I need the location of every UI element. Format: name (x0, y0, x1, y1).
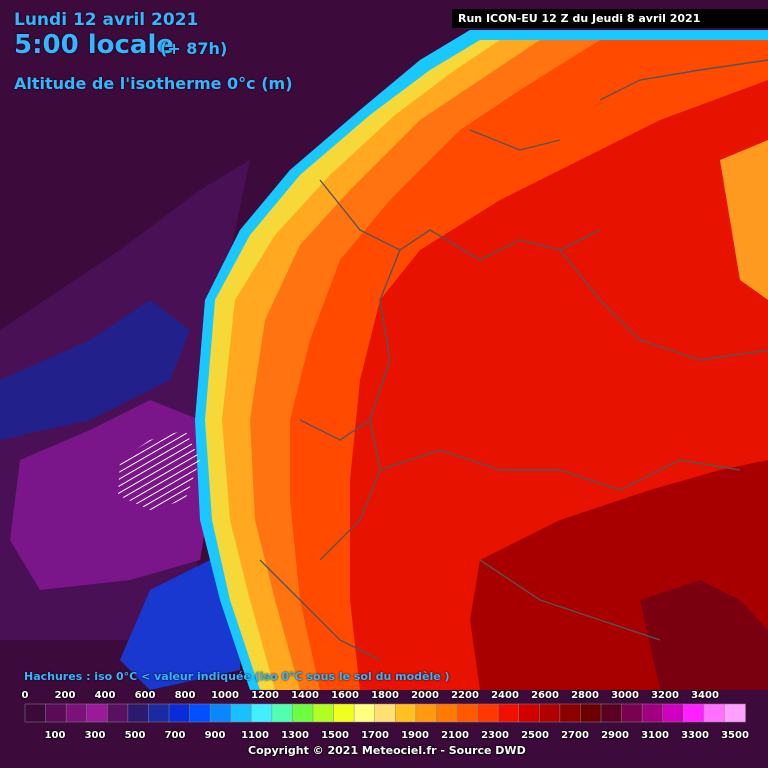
legend-bottom-tick: 2900 (601, 730, 629, 741)
legend-swatch (127, 703, 150, 723)
legend-top-tick: 1400 (291, 690, 319, 701)
legend-swatch (107, 703, 129, 723)
legend-bottom-tick: 1900 (401, 730, 429, 741)
legend-bottom-tick: 900 (204, 730, 226, 741)
legend-top-tick: 2800 (571, 690, 599, 701)
copyright-note: Copyright © 2021 Meteociel.fr - Source D… (248, 744, 526, 757)
legend-top-tick: 1000 (211, 690, 239, 701)
country-borders (259, 59, 768, 661)
legend-swatch (230, 703, 253, 723)
legend-top-tick: 1800 (371, 690, 399, 701)
field-orange-ne (720, 140, 768, 300)
legend-swatch (724, 703, 746, 723)
legend-bottom-tick: 1500 (321, 730, 349, 741)
legend-bottom-tick: 2300 (481, 730, 509, 741)
model-run-label: Run ICON-EU 12 Z du Jeudi 8 avril 2021 (452, 9, 768, 28)
legend-swatch (271, 703, 294, 723)
legend-bottom-tick: 3100 (641, 730, 669, 741)
legend-top-tick: 3200 (651, 690, 679, 701)
legend-bottom-tick: 3300 (681, 730, 709, 741)
legend-top-tick: 1600 (331, 690, 359, 701)
legend-swatch (436, 703, 458, 723)
legend-top-tick: 3400 (691, 690, 719, 701)
legend-swatch (539, 703, 561, 723)
legend-color-bar (24, 703, 746, 723)
legend-top-tick: 3000 (611, 690, 639, 701)
legend-swatch (292, 703, 314, 723)
forecast-time: 5:00 locale (14, 30, 174, 60)
legend-top-tick: 600 (134, 690, 156, 701)
legend-swatch (312, 703, 335, 723)
legend-swatch (600, 703, 623, 723)
legend-swatch (641, 703, 664, 723)
legend-bottom-tick: 500 (124, 730, 146, 741)
legend-swatch (559, 703, 582, 723)
legend-bottom-tick: 1100 (241, 730, 269, 741)
legend-bottom-tick: 3500 (721, 730, 749, 741)
legend-swatch (24, 703, 47, 723)
legend-swatch (580, 703, 602, 723)
legend-swatch (662, 703, 685, 723)
legend-swatch (148, 703, 170, 723)
legend-swatch (395, 703, 417, 723)
forecast-date: Lundi 12 avril 2021 (14, 10, 199, 30)
hatch-area (118, 430, 200, 510)
parameter-title: Altitude de l'isotherme 0°c (m) (14, 74, 293, 93)
legend-swatch (621, 703, 643, 723)
legend-swatch (333, 703, 355, 723)
legend-swatch (65, 703, 88, 723)
legend-top-tick: 0 (21, 690, 29, 701)
legend-top-tick: 400 (94, 690, 116, 701)
legend-bottom-tick: 1300 (281, 730, 309, 741)
hatch-note: Hachures : iso 0°C < valeur indiquée (is… (24, 670, 450, 683)
legend-top-tick: 2400 (491, 690, 519, 701)
legend-top-tick: 2000 (411, 690, 439, 701)
legend-swatch (456, 703, 479, 723)
legend-top-tick: 800 (174, 690, 196, 701)
legend-bottom-tick: 1700 (361, 730, 389, 741)
legend-swatch (374, 703, 397, 723)
field-maroon (640, 580, 768, 690)
legend-top-tick: 2600 (531, 690, 559, 701)
legend-swatch (683, 703, 705, 723)
legend-swatch (518, 703, 541, 723)
field-blue (120, 560, 240, 690)
legend-swatch (45, 703, 67, 723)
legend-swatch (189, 703, 211, 723)
legend-swatch (168, 703, 191, 723)
legend-top-tick: 2200 (451, 690, 479, 701)
legend-swatch (86, 703, 109, 723)
legend-swatch (209, 703, 232, 723)
legend-bottom-tick: 2500 (521, 730, 549, 741)
legend-bottom-tick: 2700 (561, 730, 589, 741)
legend-swatch (353, 703, 376, 723)
legend-bottom-tick: 2100 (441, 730, 469, 741)
legend-top-tick: 200 (54, 690, 76, 701)
legend-top-tick: 1200 (251, 690, 279, 701)
legend-swatch (497, 703, 520, 723)
forecast-offset: (+ 87h) (160, 39, 228, 58)
legend-bottom-tick: 100 (44, 730, 66, 741)
legend-bottom-tick: 700 (164, 730, 186, 741)
color-legend: 0 200 400 600 800 1000 1200 1400 1600 1800 2000 220… (0, 688, 768, 768)
legend-swatch (251, 703, 273, 723)
legend-swatch (415, 703, 438, 723)
legend-swatch (477, 703, 499, 723)
legend-bottom-tick: 300 (84, 730, 106, 741)
field-blue-dark (0, 300, 190, 440)
legend-swatch (703, 703, 726, 723)
